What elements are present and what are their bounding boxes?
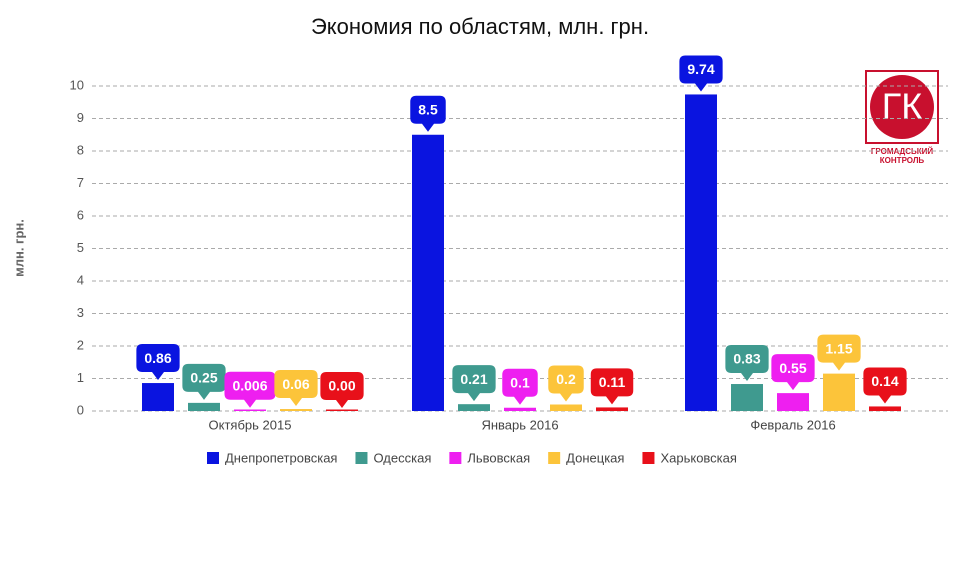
value-label: 0.2 xyxy=(556,371,576,387)
logo-frame xyxy=(865,70,939,144)
callout-bubble xyxy=(224,371,276,408)
y-axis-label: млн. грн. xyxy=(11,219,26,277)
y-tick-label: 5 xyxy=(77,240,84,255)
value-label: 9.74 xyxy=(687,61,714,77)
callout-bubble xyxy=(863,367,907,404)
callout-bubble xyxy=(817,334,861,371)
value-callout: 0.21 xyxy=(452,365,496,402)
y-tick-label: 1 xyxy=(77,370,84,385)
bar xyxy=(823,373,855,411)
callout-bubble xyxy=(274,370,318,407)
callout-bubble xyxy=(590,368,634,405)
legend-label: Донецкая xyxy=(566,450,624,465)
bar xyxy=(777,393,809,411)
x-tick-label: Январь 2016 xyxy=(481,417,558,432)
value-label: 0.55 xyxy=(779,360,806,376)
y-tick-label: 7 xyxy=(77,175,84,190)
value-callout: 1.15 xyxy=(817,334,861,371)
legend-label: Одесская xyxy=(373,450,431,465)
bar xyxy=(234,409,266,411)
value-label: 0.11 xyxy=(599,374,626,390)
x-tick-label: Февраль 2016 xyxy=(750,417,835,432)
y-tick-label: 2 xyxy=(77,337,84,352)
value-label: 1.15 xyxy=(825,340,852,356)
value-callout: 0.55 xyxy=(771,354,815,391)
y-tick-label: 4 xyxy=(77,272,84,287)
value-callout: 0.14 xyxy=(863,367,907,404)
callout-bubble xyxy=(725,345,769,382)
value-callout: 0.86 xyxy=(136,344,180,381)
bar xyxy=(504,407,536,411)
legend-swatch xyxy=(449,452,462,464)
value-label: 8.5 xyxy=(418,101,438,117)
value-callout: 0.06 xyxy=(274,370,318,407)
value-label: 0.14 xyxy=(871,373,898,389)
bar xyxy=(458,404,490,411)
value-callout: 9.74 xyxy=(679,55,723,92)
callout-bubble xyxy=(548,365,584,402)
value-label: 0.25 xyxy=(190,370,217,386)
callout-bubble xyxy=(679,55,723,92)
bar xyxy=(280,409,312,411)
legend-swatch xyxy=(355,452,368,464)
y-tick-label: 10 xyxy=(70,77,84,92)
value-label: 0.1 xyxy=(510,374,530,390)
value-callout: 0.00 xyxy=(320,372,364,408)
value-callout: 0.11 xyxy=(590,368,634,405)
bar xyxy=(412,134,444,411)
value-label: 0.06 xyxy=(282,376,309,392)
y-tick-label: 0 xyxy=(77,402,84,417)
value-label: 0.00 xyxy=(328,378,355,394)
value-label: 0.86 xyxy=(144,350,171,366)
bar xyxy=(869,406,901,411)
callout-bubble xyxy=(182,363,226,400)
callout-bubble xyxy=(410,95,446,132)
value-callout: 0.006 xyxy=(224,371,276,408)
y-tick-label: 9 xyxy=(77,110,84,125)
chart-title: Экономия по областям, млн. грн. xyxy=(311,14,649,39)
legend-swatch xyxy=(548,452,561,464)
value-label: 0.83 xyxy=(733,351,760,367)
bar xyxy=(596,407,628,411)
bar xyxy=(326,409,358,411)
callout-bubble xyxy=(136,344,180,381)
logo-text: ГРОМАДСЬКИЙ xyxy=(871,147,934,156)
legend-swatch xyxy=(642,452,655,464)
bar xyxy=(550,404,582,411)
callout-bubble xyxy=(502,368,538,405)
legend-swatch xyxy=(207,452,219,464)
value-label: 0.006 xyxy=(232,378,267,394)
logo-mark: ГК xyxy=(882,86,922,127)
callout-bubble xyxy=(452,365,496,402)
y-tick-label: 3 xyxy=(77,305,84,320)
logo-text: КОНТРОЛЬ xyxy=(880,156,925,165)
logo: ГК ГРОМАДСЬКИЙ КОНТРОЛЬ xyxy=(865,70,939,165)
callout-bubble xyxy=(771,354,815,391)
callout-bubble xyxy=(320,372,364,408)
value-callout: 0.2 xyxy=(548,365,584,402)
logo-circle xyxy=(870,75,934,139)
y-tick-label: 8 xyxy=(77,142,84,157)
legend-label: Львовская xyxy=(467,450,530,465)
bar xyxy=(685,94,717,411)
bar xyxy=(731,384,763,411)
value-callout: 0.83 xyxy=(725,345,769,382)
bar xyxy=(142,383,174,411)
x-tick-label: Октябрь 2015 xyxy=(209,417,292,432)
y-tick-label: 6 xyxy=(77,207,84,222)
value-callout: 0.25 xyxy=(182,363,226,400)
value-label: 0.21 xyxy=(460,371,487,387)
legend-label: Харьковская xyxy=(660,450,736,465)
legend-label: Днепропетровская xyxy=(225,450,337,465)
value-callout: 0.1 xyxy=(502,368,538,405)
value-callout: 8.5 xyxy=(410,95,446,132)
bar xyxy=(188,402,220,411)
